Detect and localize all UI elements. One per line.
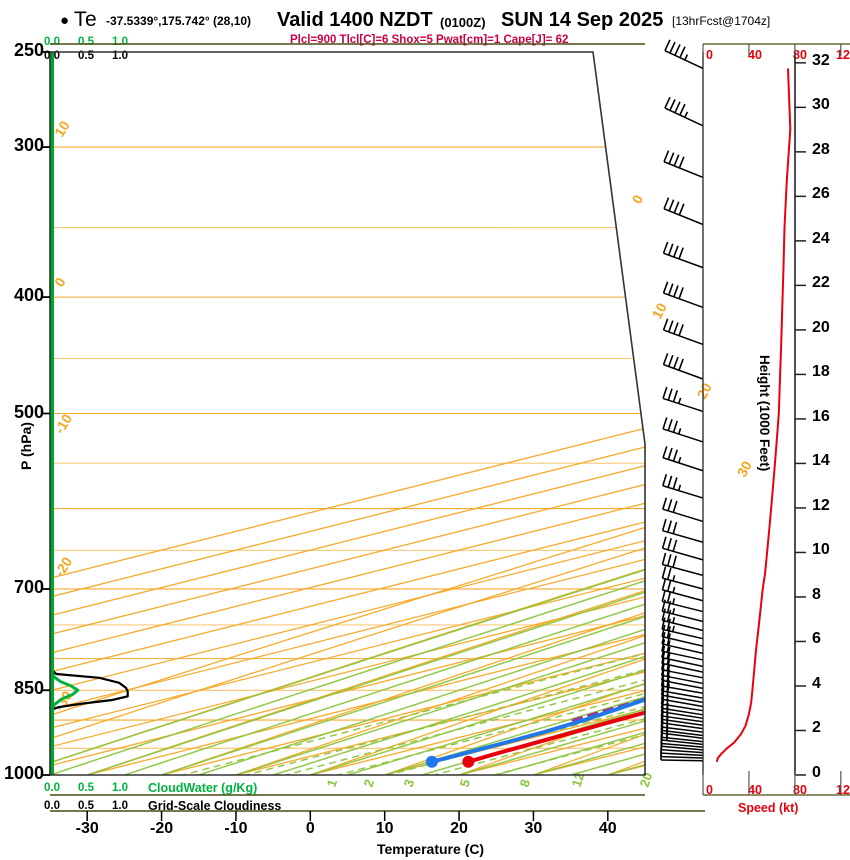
height-tick-28: 28 [812,140,830,158]
pressure-tick-500: 500 [13,401,44,422]
temperature-tick-10: 10 [375,820,394,837]
dewpoint-curve [425,66,645,768]
cloudwater-profile-curve [50,52,80,775]
svg-text:12: 12 [569,771,588,789]
axis-ticks [41,44,842,821]
cloudwater-tick-top-2: 1.0 [112,36,128,48]
cloudwater-tick-bot-1: 0.5 [78,782,94,794]
speed-tick-bot-0: 0 [706,783,713,797]
zulu-time: (0100Z) [440,15,486,30]
svg-text:2: 2 [361,777,378,789]
svg-text:5: 5 [457,777,474,789]
pressure-tick-300: 300 [13,135,44,156]
cloudiness-axis-label: Grid-Scale Cloudiness [148,799,282,813]
height-tick-22: 22 [812,274,830,292]
pressure-tick-250: 250 [13,40,44,60]
height-tick-4: 4 [812,674,821,692]
speed-tick-top-2: 80 [793,48,807,62]
height-tick-18: 18 [812,363,830,381]
pressure-tick-400: 400 [13,285,44,306]
cloudiness-tick-bot-1: 0.5 [78,800,94,812]
speed-axis-label: Speed (kt) [738,801,799,815]
temperature-tick--30: -30 [75,820,99,837]
temperature-curve [462,52,645,768]
height-tick-12: 12 [812,496,830,514]
height-tick-24: 24 [812,229,830,247]
forecast-age: [13hrFcst@1704z] [672,14,771,28]
temperature-tick-30: 30 [524,820,543,837]
height-axis-label: Height (1000 Feet) [757,355,772,472]
pressure-tick-700: 700 [13,576,44,597]
valid-date: SUN 14 Sep 2025 [501,9,664,31]
svg-text:0: 0 [629,192,647,207]
svg-text:30: 30 [734,458,756,479]
cloudwater-axis-label: CloudWater (g/Kg) [148,781,258,795]
dry-adiabat-lines [50,63,645,775]
svg-text:20: 20 [637,771,656,789]
wind-barbs [660,39,704,762]
temperature-tick--20: -20 [150,820,174,837]
height-tick-2: 2 [812,719,821,737]
pressure-tick-850: 850 [13,678,44,699]
height-tick-16: 16 [812,407,830,425]
height-tick-20: 20 [812,318,830,336]
temperature-tick-40: 40 [598,820,617,837]
speed-tick-top-0: 0 [706,48,713,62]
temperature-tick-0: 0 [305,820,315,837]
speed-tick-bot-2: 80 [793,783,807,797]
speed-tick-top-3: 120 [836,48,850,62]
height-tick-10: 10 [812,541,830,559]
station-name: Te [74,8,98,31]
plot-frame [49,43,850,812]
cloudiness-profile-curve [50,669,129,711]
svg-text:-10: -10 [51,411,75,437]
stability-indices: Plcl=900 Tlcl[C]=6 Shox=5 Pwat[cm]=1 Cap… [290,34,569,46]
cloudiness-tick-bot-2: 1.0 [112,800,128,812]
temperature-axis-label: Temperature (C) [377,841,485,857]
speed-tick-bot-3: 120 [836,783,850,797]
cloudiness-tick-top-2: 1.0 [112,50,128,62]
cloudiness-tick-top-1: 0.5 [78,50,94,62]
cloudiness-tick-bot-0: 0.0 [44,800,60,812]
height-tick-30: 30 [812,96,830,114]
moist-adiabat-lines [50,52,645,775]
mixing-ratio-lines [86,334,645,775]
svg-text:1: 1 [324,777,341,789]
height-tick-0: 0 [812,764,821,781]
svg-text:-20: -20 [51,554,75,580]
height-tick-8: 8 [812,585,821,603]
svg-text:10: 10 [649,300,671,321]
valid-time: Valid 1400 NZDT [277,9,433,31]
speed-tick-bot-1: 40 [748,783,762,797]
svg-text:8: 8 [517,777,534,789]
temperature-tick-20: 20 [450,820,468,837]
pressure-axis-label: P (hPa) [18,422,34,470]
parcel-path-curve [571,613,645,722]
svg-text:20: 20 [694,380,716,401]
temperature-tick--10: -10 [224,820,248,837]
svg-text:10: 10 [51,118,73,140]
speed-tick-top-1: 40 [748,48,762,62]
station-bullet-icon: ● [60,12,70,29]
cloudwater-tick-bot-2: 1.0 [112,782,128,794]
isobar-lines [50,52,645,775]
height-tick-14: 14 [812,452,830,470]
cloudwater-tick-top-1: 0.5 [78,36,94,48]
wind-speed-curve [715,68,792,763]
height-tick-26: 26 [812,185,830,203]
height-tick-6: 6 [812,630,821,648]
height-tick-32: 32 [812,51,830,69]
cloudwater-tick-top-0: 0.0 [44,36,60,48]
svg-text:3: 3 [401,777,418,789]
cloudwater-tick-bot-0: 0.0 [44,782,60,794]
pressure-tick-1000: 1000 [3,763,44,783]
station-coordinates: -37.5339°,175.742° (28,10) [106,14,252,28]
